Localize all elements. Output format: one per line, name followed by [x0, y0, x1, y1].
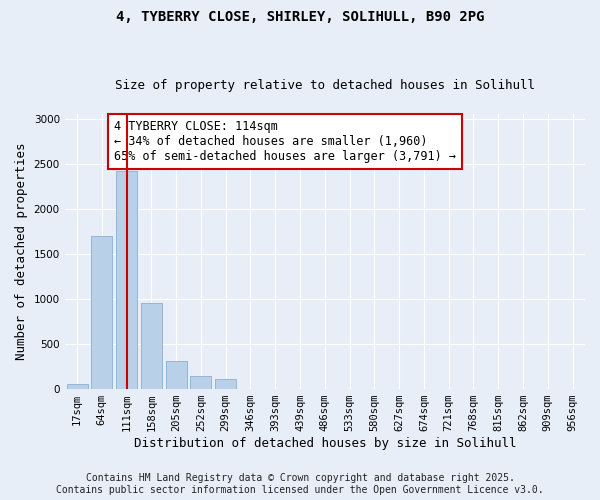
Bar: [116, 171, 137, 389]
X-axis label: Distribution of detached houses by size in Solihull: Distribution of detached houses by size …: [134, 437, 516, 450]
Text: 4 TYBERRY CLOSE: 114sqm
← 34% of detached houses are smaller (1,960)
65% of semi: 4 TYBERRY CLOSE: 114sqm ← 34% of detache…: [114, 120, 456, 164]
Title: Size of property relative to detached houses in Solihull: Size of property relative to detached ho…: [115, 79, 535, 92]
Y-axis label: Number of detached properties: Number of detached properties: [15, 143, 28, 360]
Bar: [67, 384, 88, 389]
Text: Contains HM Land Registry data © Crown copyright and database right 2025.
Contai: Contains HM Land Registry data © Crown c…: [56, 474, 544, 495]
Text: 4, TYBERRY CLOSE, SHIRLEY, SOLIHULL, B90 2PG: 4, TYBERRY CLOSE, SHIRLEY, SOLIHULL, B90…: [116, 10, 484, 24]
Bar: [166, 361, 187, 389]
Bar: [91, 236, 112, 389]
Bar: [190, 376, 211, 389]
Bar: [141, 304, 162, 389]
Bar: [215, 379, 236, 389]
